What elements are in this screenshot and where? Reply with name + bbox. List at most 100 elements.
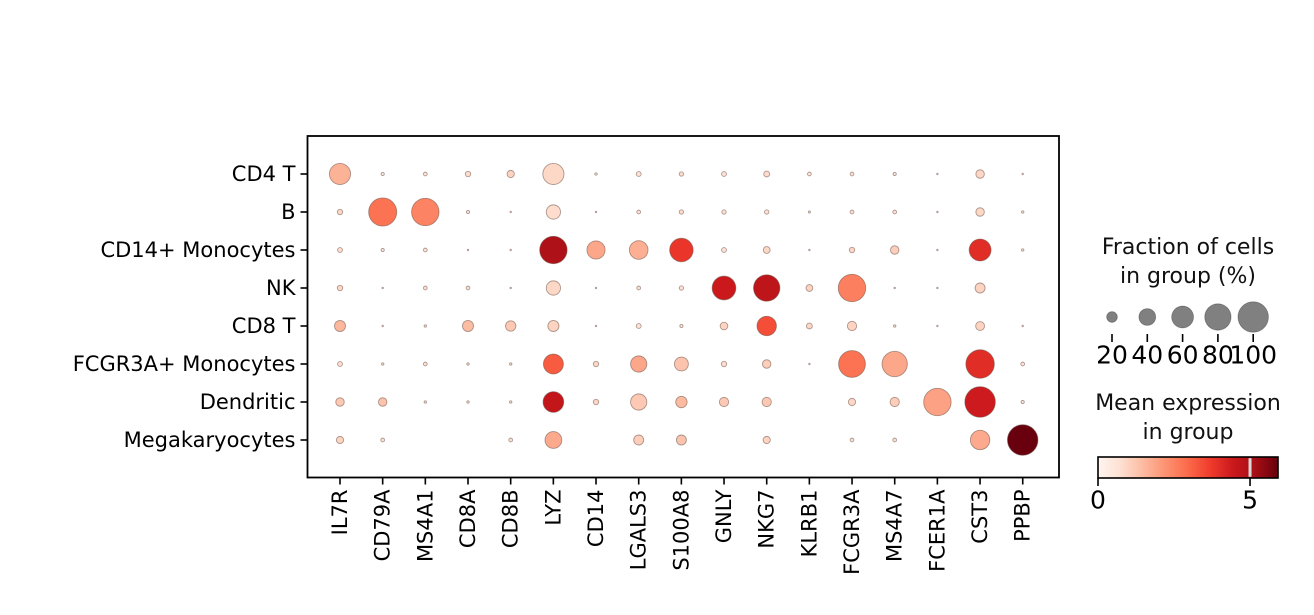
size-legend-dot-40 xyxy=(1138,308,1157,326)
dot-Megakaryocytes-LYZ xyxy=(544,431,563,449)
dot-Dendritic-CD8A xyxy=(466,400,470,404)
dot-Dendritic-PPBP xyxy=(1020,399,1025,405)
dot-Dendritic-FCGR3A xyxy=(847,397,857,407)
dot-B-CD8A xyxy=(465,209,471,215)
dot-FCGR3A+-Monocytes-CD8A xyxy=(466,362,470,366)
dot-CD8-T-CD8A xyxy=(462,320,474,332)
dot-Megakaryocytes-MS4A7 xyxy=(892,437,898,443)
dot-B-FCGR3A xyxy=(849,209,855,215)
dot-CD14+-Monocytes-IL7R xyxy=(337,247,343,253)
dot-NK-S100A8 xyxy=(678,285,685,291)
dot-CD14+-Monocytes-LGALS3 xyxy=(628,240,649,260)
dot-NK-MS4A1 xyxy=(422,285,428,291)
dot-NK-CST3 xyxy=(974,282,986,294)
dot-CD4-T-NKG7 xyxy=(763,170,771,178)
dot-CD4-T-LYZ xyxy=(542,162,565,186)
size-legend-title: Fraction of cells in group (%) xyxy=(1063,233,1313,291)
dot-NK-IL7R xyxy=(336,284,344,292)
dot-CD14+-Monocytes-FCER1A xyxy=(936,248,939,252)
dot-Megakaryocytes-IL7R xyxy=(335,435,345,445)
dot-CD14+-Monocytes-CST3 xyxy=(968,238,992,262)
dot-CD14+-Monocytes-GNLY xyxy=(721,247,727,253)
dot-CD4-T-S100A8 xyxy=(678,171,685,177)
size-legend-value-60: 60 xyxy=(1167,340,1199,369)
y-label-B: B xyxy=(281,200,295,224)
dot-B-NKG7 xyxy=(764,209,770,215)
dot-CD14+-Monocytes-CD79A xyxy=(380,247,385,253)
size-legend-title-line1: Fraction of cells xyxy=(1101,235,1275,260)
dot-CD8-T-MS4A7 xyxy=(893,324,897,328)
dot-FCGR3A+-Monocytes-IL7R xyxy=(337,361,343,367)
dot-Dendritic-CST3 xyxy=(964,386,996,418)
dot-NK-GNLY xyxy=(711,275,737,301)
dot-Megakaryocytes-CD8B xyxy=(508,437,514,443)
dot-FCGR3A+-Monocytes-GNLY xyxy=(720,360,728,368)
dot-CD8-T-CST3 xyxy=(975,321,985,331)
dot-NK-LGALS3 xyxy=(636,285,642,291)
dot-NK-MS4A7 xyxy=(893,286,896,290)
dot-FCGR3A+-Monocytes-CST3 xyxy=(965,349,995,379)
x-label-NKG7: NKG7 xyxy=(755,490,779,549)
dot-Megakaryocytes-CD79A xyxy=(380,437,386,443)
dot-Dendritic-CD8B xyxy=(509,400,513,404)
dot-CD4-T-FCGR3A xyxy=(849,171,855,177)
y-label-Dendritic: Dendritic xyxy=(200,390,296,414)
dot-Megakaryocytes-CST3 xyxy=(969,429,991,451)
dot-NK-FCGR3A xyxy=(837,273,867,303)
size-legend-value-100: 100 xyxy=(1229,340,1277,369)
dot-B-KLRB1 xyxy=(807,210,811,214)
dot-CD14+-Monocytes-NKG7 xyxy=(762,246,771,254)
dot-CD14+-Monocytes-CD14 xyxy=(586,240,606,260)
y-label-CD8-T: CD8 T xyxy=(232,314,296,338)
dot-CD8-T-PPBP xyxy=(1021,324,1024,328)
dot-FCGR3A+-Monocytes-LYZ xyxy=(542,353,564,375)
dot-NK-CD8A xyxy=(465,285,471,291)
dot-B-CD79A xyxy=(368,197,398,227)
colorbar-tick-label-0: 0 xyxy=(1090,485,1106,514)
dot-CD14+-Monocytes-LYZ xyxy=(539,235,568,265)
dot-CD4-T-FCER1A xyxy=(936,172,939,176)
dot-CD4-T-GNLY xyxy=(721,171,727,177)
dot-CD14+-Monocytes-MS4A7 xyxy=(890,245,900,255)
dot-Dendritic-IL7R xyxy=(335,397,345,407)
dot-CD4-T-CD8A xyxy=(464,170,472,178)
x-label-CD79A: CD79A xyxy=(371,489,395,562)
dot-FCGR3A+-Monocytes-CD14 xyxy=(592,360,600,368)
dot-Dendritic-NKG7 xyxy=(761,396,772,408)
colorbar-title: Mean expression in group xyxy=(1063,389,1313,447)
dot-Dendritic-CD14 xyxy=(592,398,600,406)
colorbar-tick-label-5: 5 xyxy=(1242,485,1258,514)
dot-CD14+-Monocytes-CD8A xyxy=(466,248,470,252)
x-label-FCER1A: FCER1A xyxy=(925,489,949,572)
y-label-CD4-T: CD4 T xyxy=(232,162,296,186)
dot-CD8-T-KLRB1 xyxy=(806,322,813,330)
dot-B-LYZ xyxy=(545,204,561,220)
dot-CD4-T-MS4A7 xyxy=(892,171,897,177)
dot-FCGR3A+-Monocytes-MS4A1 xyxy=(422,361,428,367)
dot-CD4-T-CD14 xyxy=(594,172,598,176)
dot-CD8-T-GNLY xyxy=(719,321,729,331)
dot-Dendritic-CD79A xyxy=(378,397,388,407)
dot-CD8-T-LYZ xyxy=(547,320,560,332)
dot-CD14+-Monocytes-FCGR3A xyxy=(848,246,856,254)
y-label-NK: NK xyxy=(266,276,297,300)
y-label-CD14+-Monocytes: CD14+ Monocytes xyxy=(100,238,295,262)
dot-B-CD14 xyxy=(594,210,598,214)
dot-CD8-T-FCGR3A xyxy=(846,320,858,332)
x-label-MS4A7: MS4A7 xyxy=(883,490,907,563)
y-label-FCGR3A+-Monocytes: FCGR3A+ Monocytes xyxy=(73,352,296,376)
dot-CD4-T-PPBP xyxy=(1021,172,1024,176)
x-label-FCGR3A: FCGR3A xyxy=(840,489,864,575)
dot-B-FCER1A xyxy=(936,210,939,214)
x-label-CD8B: CD8B xyxy=(499,490,523,549)
x-label-LGALS3: LGALS3 xyxy=(627,490,651,571)
dot-B-GNLY xyxy=(721,209,727,215)
dot-B-IL7R xyxy=(336,208,344,216)
dot-NK-CD14 xyxy=(594,286,598,290)
dot-Megakaryocytes-S100A8 xyxy=(675,434,687,446)
size-legend-dot-20 xyxy=(1106,311,1118,323)
dot-B-CD8B xyxy=(509,210,512,214)
dot-B-PPBP xyxy=(1021,210,1025,214)
dot-Dendritic-S100A8 xyxy=(675,395,688,409)
